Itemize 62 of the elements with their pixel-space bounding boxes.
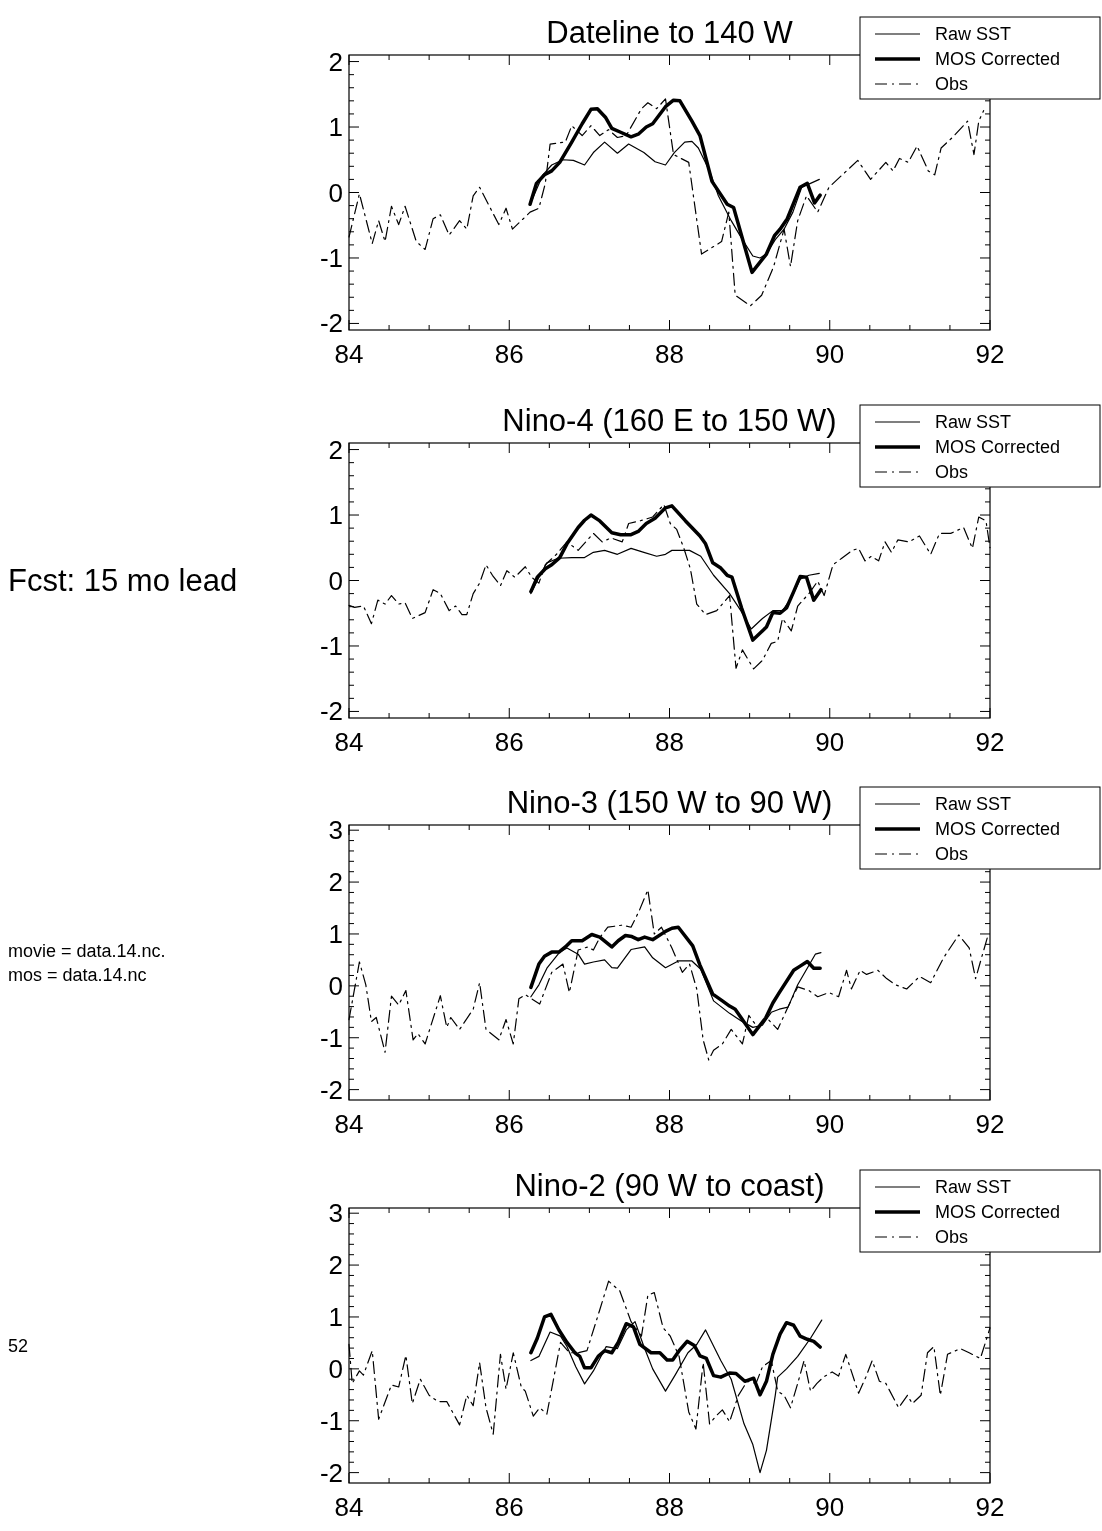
x-tick-label: 84 bbox=[334, 1109, 364, 1139]
y-tick-label: 1 bbox=[328, 112, 343, 143]
y-tick-label: 1 bbox=[328, 918, 343, 949]
y-tick-label: -2 bbox=[319, 1074, 343, 1105]
text: mos = data.14.nc bbox=[8, 964, 147, 985]
x-tick-label: 88 bbox=[655, 1109, 684, 1139]
legend-label: Obs bbox=[935, 462, 969, 482]
y-tick-label: 0 bbox=[328, 970, 343, 1001]
x-tick-label: 84 bbox=[334, 727, 364, 757]
text: Fcst: 15 mo lead bbox=[8, 562, 238, 598]
y-tick-label: 2 bbox=[328, 1250, 343, 1281]
legend-label: Obs bbox=[935, 74, 969, 94]
y-tick-label: -2 bbox=[319, 1457, 343, 1488]
x-tick-label: 88 bbox=[655, 1492, 684, 1522]
x-tick-label: 86 bbox=[494, 727, 524, 757]
x-tick-label: 92 bbox=[975, 339, 1005, 369]
x-tick-label: 84 bbox=[334, 1492, 364, 1522]
x-tick-label: 90 bbox=[815, 727, 845, 757]
x-tick-label: 88 bbox=[655, 727, 684, 757]
legend-label: MOS Corrected bbox=[935, 1202, 1061, 1222]
x-tick-label: 86 bbox=[494, 1109, 524, 1139]
y-tick-label: -1 bbox=[319, 1405, 343, 1436]
x-tick-label: 84 bbox=[334, 339, 364, 369]
chart-title: Nino-4 (160 E to 150 W) bbox=[502, 403, 837, 438]
chart-title: Nino-3 (150 W to 90 W) bbox=[506, 785, 833, 820]
y-tick-label: 2 bbox=[328, 46, 343, 77]
legend-label: Raw SST bbox=[935, 1177, 1012, 1197]
legend-label: Obs bbox=[935, 844, 969, 864]
y-tick-label: -1 bbox=[319, 630, 343, 661]
y-tick-label: 0 bbox=[328, 1353, 343, 1384]
legend-label: Raw SST bbox=[935, 412, 1012, 432]
text: movie = data.14.nc. bbox=[8, 940, 166, 961]
x-tick-label: 90 bbox=[815, 1109, 845, 1139]
x-tick-label: 92 bbox=[975, 727, 1005, 757]
chart-title: Dateline to 140 W bbox=[546, 15, 794, 50]
text: 52 bbox=[8, 1335, 29, 1356]
x-tick-label: 90 bbox=[815, 339, 845, 369]
y-tick-label: -2 bbox=[319, 696, 343, 727]
y-tick-label: 0 bbox=[328, 177, 343, 208]
chart-title: Nino-2 (90 W to coast) bbox=[514, 1168, 825, 1203]
y-tick-label: 2 bbox=[328, 434, 343, 465]
y-tick-label: 1 bbox=[328, 1301, 343, 1332]
legend-label: Raw SST bbox=[935, 24, 1012, 44]
x-tick-label: 92 bbox=[975, 1492, 1005, 1522]
y-tick-label: 3 bbox=[328, 1198, 343, 1229]
x-tick-label: 88 bbox=[655, 339, 684, 369]
legend-label: MOS Corrected bbox=[935, 437, 1061, 457]
y-tick-label: 1 bbox=[328, 500, 343, 531]
legend-label: MOS Corrected bbox=[935, 49, 1061, 69]
legend-label: Raw SST bbox=[935, 794, 1012, 814]
x-tick-label: 86 bbox=[494, 339, 524, 369]
x-tick-label: 92 bbox=[975, 1109, 1005, 1139]
y-tick-label: 0 bbox=[328, 565, 343, 596]
x-tick-label: 86 bbox=[494, 1492, 524, 1522]
legend-label: Obs bbox=[935, 1227, 969, 1247]
y-tick-label: 3 bbox=[328, 815, 343, 846]
y-tick-label: -2 bbox=[319, 308, 343, 339]
legend-label: MOS Corrected bbox=[935, 819, 1061, 839]
y-tick-label: -1 bbox=[319, 242, 343, 273]
y-tick-label: 2 bbox=[328, 867, 343, 898]
x-tick-label: 90 bbox=[815, 1492, 845, 1522]
y-tick-label: -1 bbox=[319, 1022, 343, 1053]
